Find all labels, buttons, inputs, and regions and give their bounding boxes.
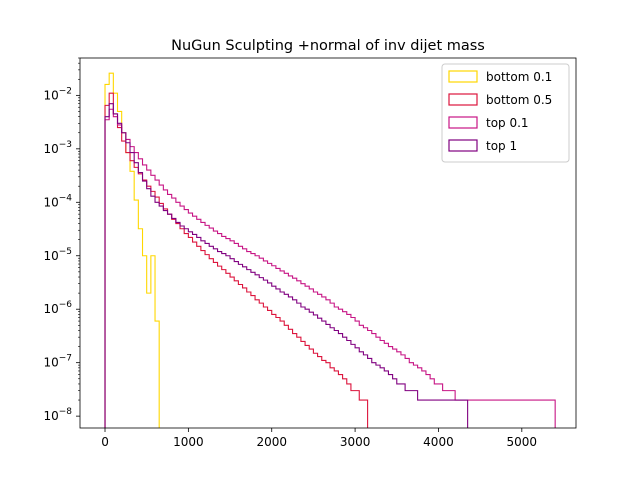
y-tick-label: 10−5 bbox=[43, 247, 72, 263]
x-tick-label: 1000 bbox=[173, 435, 204, 449]
chart-title: NuGun Sculpting +normal of inv dijet mas… bbox=[171, 38, 485, 54]
series-top-1-step bbox=[104, 103, 469, 428]
plot-frame bbox=[79, 57, 577, 429]
x-tick-label: 3000 bbox=[340, 435, 371, 449]
legend-swatch bbox=[448, 139, 478, 152]
series-layer bbox=[104, 72, 556, 428]
legend-label: top 0.1 bbox=[486, 116, 529, 130]
x-tick-label: 2000 bbox=[256, 435, 287, 449]
legend-label: top 1 bbox=[486, 139, 517, 153]
legend-swatch bbox=[448, 93, 478, 106]
legend-swatch bbox=[448, 116, 478, 129]
x-tick-label: 0 bbox=[101, 435, 109, 449]
legend: bottom 0.1 bottom 0.5 top 0.1 top 1 bbox=[441, 63, 570, 163]
series-top-01-step bbox=[104, 108, 556, 428]
y-tick-label: 10−8 bbox=[43, 407, 72, 423]
x-tick-label: 4000 bbox=[423, 435, 454, 449]
x-tick-label: 5000 bbox=[507, 435, 538, 449]
legend-label: bottom 0.5 bbox=[486, 93, 552, 107]
y-tick-label: 10−3 bbox=[43, 140, 72, 156]
y-tick-label: 10−4 bbox=[43, 193, 72, 209]
y-tick-label: 10−2 bbox=[43, 86, 72, 102]
series-bottom-01-step bbox=[104, 72, 160, 428]
y-tick-label: 10−6 bbox=[43, 300, 72, 316]
series-bottom-05-step bbox=[104, 92, 369, 428]
y-tick-label: 10−7 bbox=[43, 354, 72, 370]
legend-label: bottom 0.1 bbox=[486, 70, 552, 84]
axes-layer: 0 1000 2000 3000 4000 5000 10−2 10−3 10−4 10−5 10−… bbox=[43, 57, 577, 449]
legend-swatch bbox=[448, 70, 478, 83]
legend-box bbox=[441, 63, 570, 163]
